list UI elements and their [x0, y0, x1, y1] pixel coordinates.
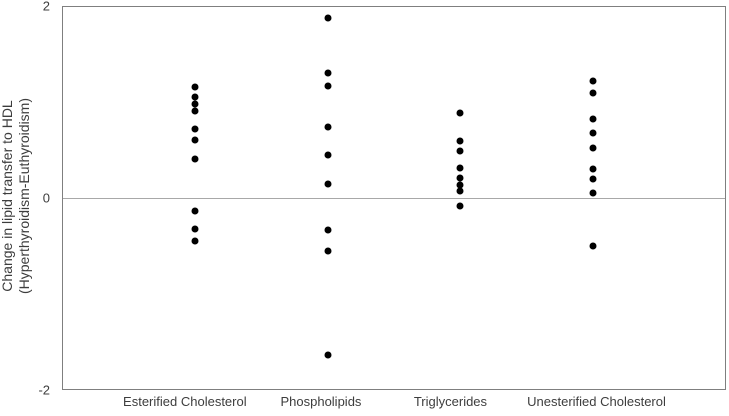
x-category-label: Triglycerides — [413, 394, 488, 409]
data-point — [191, 225, 199, 233]
data-point — [324, 14, 332, 22]
data-point — [191, 100, 199, 108]
zero-reference-line — [63, 198, 725, 199]
data-point — [456, 181, 464, 189]
data-point — [191, 107, 199, 115]
data-point — [456, 174, 464, 182]
data-point — [456, 147, 464, 155]
y-tick-label-neg2: -2 — [38, 382, 50, 398]
plot-area — [62, 6, 726, 390]
data-point — [456, 137, 464, 145]
data-point — [589, 129, 597, 137]
data-point — [589, 144, 597, 152]
y-tick-label-2: 2 — [42, 0, 50, 14]
data-point — [191, 207, 199, 215]
data-point — [191, 83, 199, 91]
data-point — [456, 187, 464, 195]
data-point — [456, 202, 464, 210]
data-point — [589, 165, 597, 173]
data-point — [589, 89, 597, 97]
x-category-label: Unesterified Cholesterol — [527, 394, 666, 409]
data-point — [191, 136, 199, 144]
data-point — [324, 247, 332, 255]
x-axis-labels: Esterified Cholesterol Phospholipids Tri… — [62, 394, 726, 412]
data-point — [456, 109, 464, 117]
data-point — [589, 77, 597, 85]
data-point — [191, 93, 199, 101]
y-axis-ticks: 2 0 -2 — [0, 0, 56, 398]
data-point — [589, 115, 597, 123]
data-point — [324, 82, 332, 90]
data-point — [324, 151, 332, 159]
data-point — [589, 175, 597, 183]
data-point — [191, 125, 199, 133]
data-point — [191, 155, 199, 163]
data-point — [324, 123, 332, 131]
data-point — [324, 226, 332, 234]
data-point — [324, 180, 332, 188]
data-point — [324, 351, 332, 359]
x-category-label: Phospholipids — [280, 394, 362, 409]
data-point — [589, 189, 597, 197]
data-point — [589, 242, 597, 250]
y-tick-label-0: 0 — [42, 190, 50, 206]
data-point — [191, 237, 199, 245]
x-category-label: Esterified Cholesterol — [123, 394, 247, 409]
data-point — [324, 69, 332, 77]
data-point — [456, 164, 464, 172]
